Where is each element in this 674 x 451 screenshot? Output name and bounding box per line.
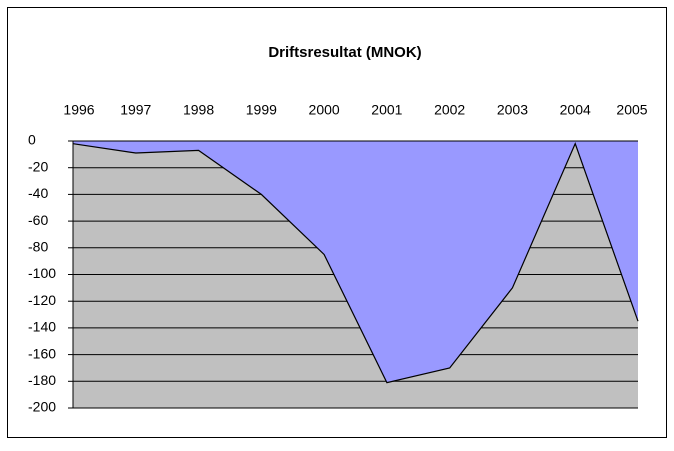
x-tick-label: 1998 — [183, 102, 214, 118]
x-tick-label: 2001 — [371, 102, 402, 118]
y-tick-label: -180 — [28, 372, 56, 388]
y-tick-label: -20 — [28, 158, 48, 174]
y-tick-label: -100 — [28, 265, 56, 281]
x-tick-label: 1997 — [120, 102, 151, 118]
area-line — [72, 142, 639, 384]
y-tick-label: -40 — [28, 185, 48, 201]
y-tick-label: -120 — [28, 292, 56, 308]
chart-title: Driftsresultat (MNOK) — [268, 44, 421, 61]
x-tick-label: 2005 — [616, 102, 647, 118]
y-tick-label: -140 — [28, 319, 56, 335]
y-tick-label: 0 — [28, 132, 36, 148]
y-tick-label: -80 — [28, 239, 48, 255]
x-tick-label: 1999 — [246, 102, 277, 118]
x-tick-label: 2002 — [434, 102, 465, 118]
y-tick-label: -160 — [28, 345, 56, 361]
area — [73, 141, 638, 383]
x-tick-label: 1996 — [63, 102, 94, 118]
y-tick-label: -60 — [28, 212, 48, 228]
x-tick-label: 2003 — [497, 102, 528, 118]
x-tick-label: 2004 — [560, 102, 591, 118]
x-tick-label: 2000 — [309, 102, 340, 118]
y-tick-label: -200 — [28, 399, 56, 415]
